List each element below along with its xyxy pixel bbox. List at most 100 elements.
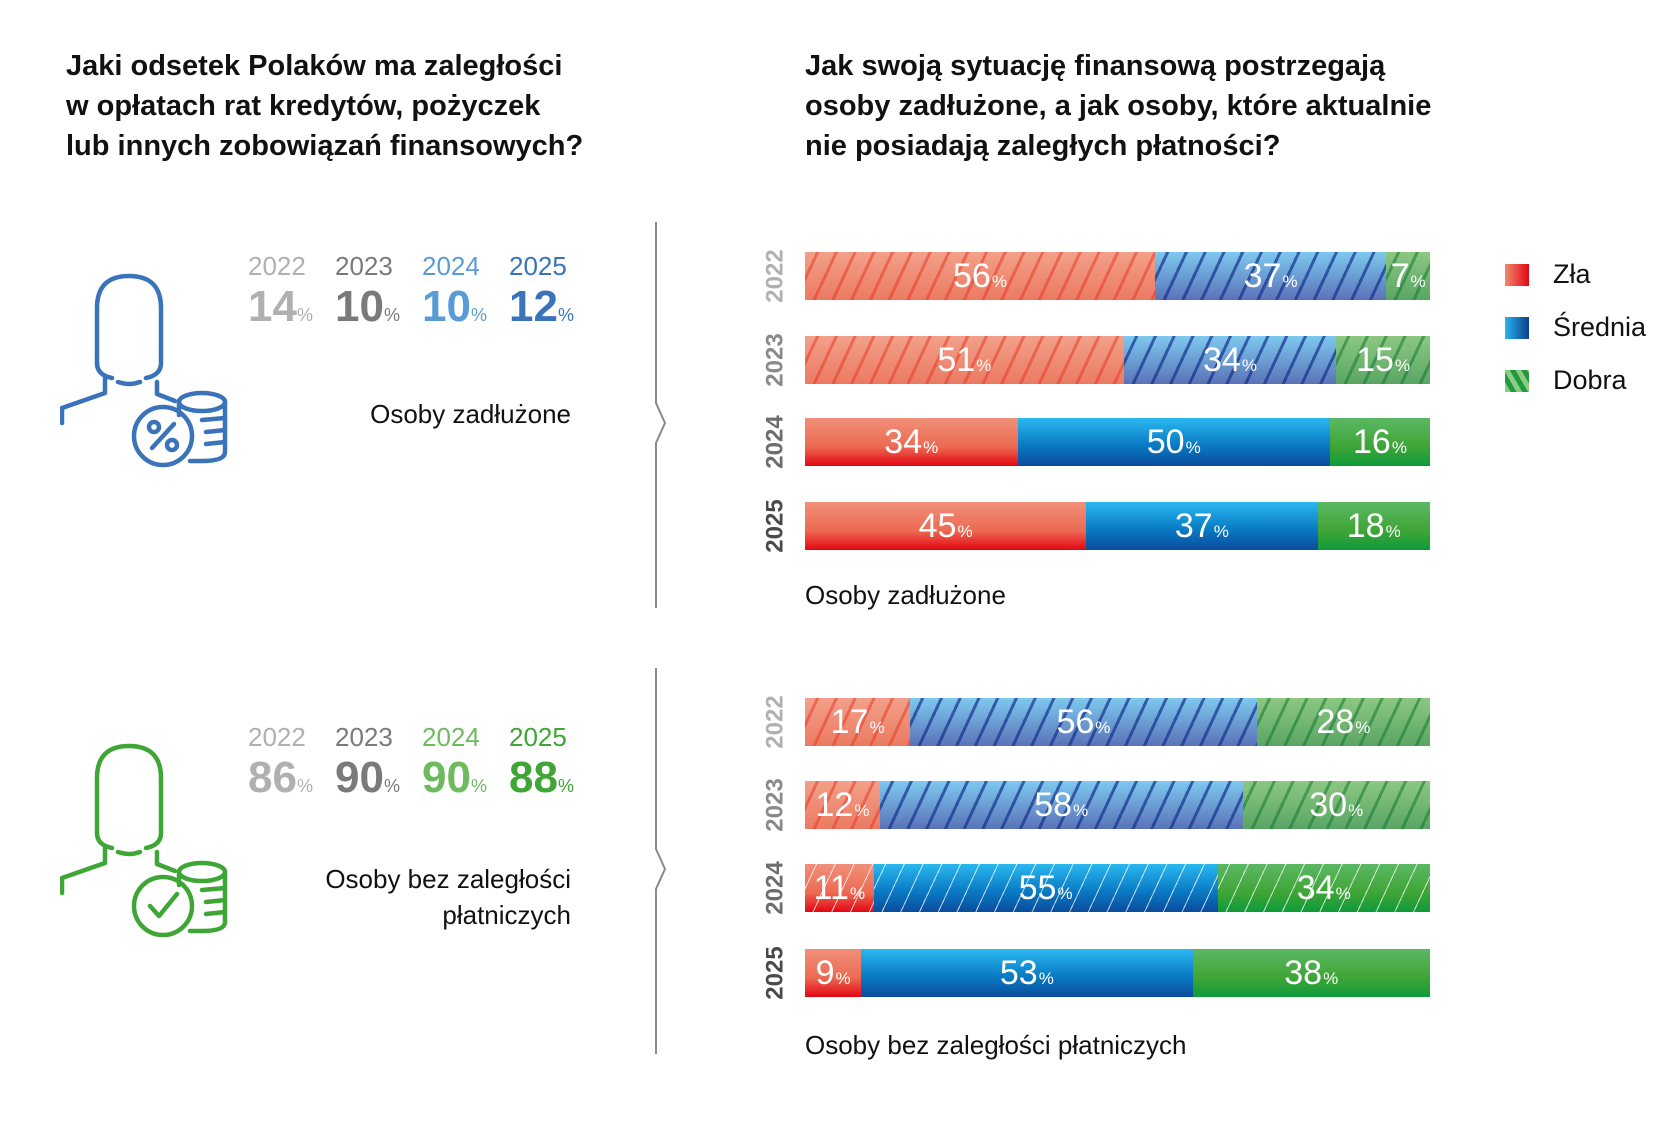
indebted-group-label: Osoby zadłużone <box>370 396 571 432</box>
legend-swatch-dobra <box>1505 369 1529 392</box>
bar-value-unit: % <box>1385 521 1401 541</box>
bar-value-label: 34% <box>884 423 938 462</box>
bar-value-number: 12 <box>815 785 854 824</box>
bar-segment-dobra: 16% <box>1330 418 1430 466</box>
bar-row: 45% 37% 18% <box>805 502 1430 550</box>
bar-value-unit: % <box>1057 883 1073 903</box>
bar-value-label: 17% <box>831 703 885 742</box>
bar-segment-dobra: 7% <box>1386 252 1430 300</box>
person-coins-percent-icon <box>59 270 240 480</box>
bar-segment-srednia: 37% <box>1086 502 1318 550</box>
bar-value-unit: % <box>976 355 992 375</box>
value-number: 12 <box>509 282 558 331</box>
bar-value-unit: % <box>1335 883 1351 903</box>
bar-value-unit: % <box>991 271 1007 291</box>
value-number: 14 <box>248 282 297 331</box>
no-arrears-years-summary: 2022 86% 2023 90% 2024 90% 2025 88% <box>248 722 596 812</box>
bar-value-label: 11% <box>814 869 865 908</box>
bar-value-number: 53 <box>999 953 1038 992</box>
year-value: 10% <box>335 281 422 341</box>
bar-value-unit: % <box>869 717 885 737</box>
right-question-title: Jak swoją sytuację finansową postrzegają… <box>805 46 1431 166</box>
bar-value-label: 37% <box>1244 257 1298 296</box>
bar-row: 12% 58% 30% <box>805 781 1430 829</box>
no-arrears-group-label: Osoby bez zaległości płatniczych <box>325 861 571 933</box>
group-label-line: Osoby bez zaległości <box>325 864 571 894</box>
right-title-line: nie posiadają zaległych płatności? <box>805 130 1281 162</box>
bar-value-label: 15% <box>1356 341 1410 380</box>
bar-value-number: 16 <box>1353 422 1391 461</box>
year-stat: 2025 88% <box>509 722 596 812</box>
bar-value-label: 30% <box>1309 786 1363 825</box>
bar-value-number: 18 <box>1346 506 1385 545</box>
bar-value-number: 17 <box>830 702 869 741</box>
bar-value-unit: % <box>854 800 870 820</box>
row-year-label: 2025 <box>752 946 800 1000</box>
value-number: 86 <box>248 753 297 802</box>
bar-value-label: 34% <box>1203 341 1257 380</box>
row-year-text: 2022 <box>762 695 790 749</box>
bar-value-number: 15 <box>1356 340 1394 379</box>
year-stat: 2023 90% <box>335 722 422 812</box>
value-unit: % <box>557 776 574 796</box>
year-label: 2022 <box>248 251 306 281</box>
right-title-line: Jak swoją sytuację finansową postrzegają <box>805 50 1386 82</box>
chart-legend: Zła Średnia Dobra <box>1505 248 1646 407</box>
year-value: 12% <box>509 281 596 341</box>
year-label: 2023 <box>335 722 393 752</box>
bar-value-number: 37 <box>1174 506 1213 545</box>
bar-value-unit: % <box>1391 437 1407 457</box>
year-stat: 2024 10% <box>422 251 509 341</box>
bar-value-label: 18% <box>1347 507 1401 546</box>
year-stat: 2023 10% <box>335 251 422 341</box>
bar-value-label: 50% <box>1147 423 1201 462</box>
legend-label: Średnia <box>1553 312 1647 342</box>
year-value: 10% <box>422 281 509 341</box>
year-label: 2025 <box>509 722 567 752</box>
row-year-text: 2024 <box>762 861 790 915</box>
bar-value-label: 34% <box>1297 869 1351 908</box>
person-coins-check-icon <box>59 740 240 950</box>
bar-segment-zla: 45% <box>805 502 1087 550</box>
bar-segment-dobra: 18% <box>1317 502 1430 550</box>
year-value: 88% <box>509 752 596 812</box>
year-value: 90% <box>335 752 422 812</box>
group-label-line: Osoby zadłużone <box>370 399 571 429</box>
legend-label: Zła <box>1553 259 1591 289</box>
bar-value-number: 45 <box>918 506 957 545</box>
bar-segment-srednia: 56% <box>910 698 1257 746</box>
section-divider-arrow <box>655 668 667 1054</box>
bar-segment-dobra: 15% <box>1336 336 1430 384</box>
bar-value-number: 50 <box>1146 422 1185 461</box>
row-year-label: 2024 <box>752 415 800 468</box>
bar-segment-dobra: 28% <box>1256 698 1430 746</box>
bar-value-label: 45% <box>919 507 973 546</box>
bar-value-unit: % <box>1185 437 1201 457</box>
panel-label-no-arrears: Osoby bez zaległości płatniczych <box>805 1030 1187 1060</box>
bar-value-unit: % <box>849 883 866 903</box>
bar-value-label: 58% <box>1034 786 1088 825</box>
bar-row: 51% 34% 15% <box>805 336 1430 384</box>
year-stat: 2022 86% <box>248 722 335 812</box>
legend-swatch-zla <box>1505 263 1529 286</box>
bar-value-number: 30 <box>1309 785 1348 824</box>
bar-value-unit: % <box>923 437 939 457</box>
bar-value-unit: % <box>1355 717 1371 737</box>
legend-item-srednia: Średnia <box>1505 301 1646 354</box>
bar-value-label: 12% <box>816 786 870 825</box>
value-number: 88 <box>509 753 558 802</box>
bar-value-number: 58 <box>1034 785 1073 824</box>
row-year-text: 2022 <box>762 249 790 303</box>
value-number: 10 <box>335 282 384 331</box>
row-year-text: 2025 <box>762 946 790 1000</box>
row-year-label: 2024 <box>752 861 800 915</box>
bar-row: 56% 37% 7% <box>805 252 1430 300</box>
section-divider-arrow <box>655 222 667 608</box>
bar-value-unit: % <box>1394 355 1411 375</box>
group-label-line: płatniczych <box>442 900 571 930</box>
year-label: 2023 <box>335 251 393 281</box>
bar-value-number: 11 <box>813 868 849 907</box>
bar-segment-zla: 51% <box>805 336 1124 384</box>
bar-value-number: 55 <box>1018 868 1057 907</box>
bar-segment-dobra: 38% <box>1192 949 1430 997</box>
